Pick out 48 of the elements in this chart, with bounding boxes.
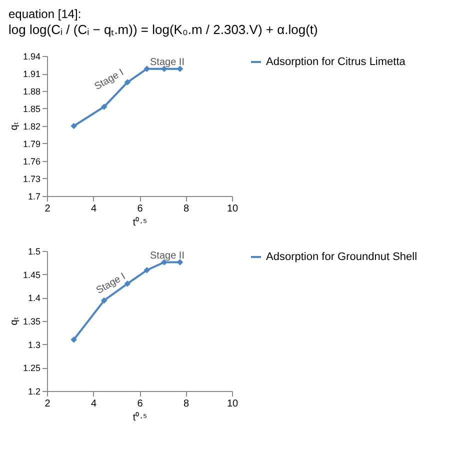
point — [100, 297, 108, 304]
annotation: Stage I — [94, 271, 128, 297]
annotation: Stage II — [150, 56, 184, 68]
x-tick-label: 6 — [137, 398, 144, 410]
y-tick-label: 1.2 — [28, 386, 40, 396]
point — [144, 266, 150, 274]
x-tick-label: 10 — [226, 204, 238, 214]
y-tick-label: 1.4 — [28, 293, 40, 304]
y-axis-title: qₜ — [8, 122, 20, 130]
point — [100, 104, 108, 110]
point — [176, 259, 184, 266]
x-axis-title: t⁰·⁵ — [132, 216, 148, 228]
y-tick-label: 1.5 — [28, 246, 40, 256]
x-tick-label: 6 — [137, 204, 144, 214]
y-tick-label: 1.91 — [22, 69, 40, 79]
y-tick-label: 1.88 — [22, 86, 40, 96]
y-tick-label: 1.35 — [22, 316, 40, 326]
annotation: Stage II — [150, 250, 184, 262]
y-tick-label: 1.76 — [22, 156, 40, 166]
y-tick-label: 1.3 — [28, 340, 40, 350]
x-axis-title: t⁰·⁵ — [132, 412, 148, 424]
legend-label: Adsorption for Citrus Limetta — [266, 56, 406, 68]
y-tick-label: 1.45 — [22, 270, 40, 280]
y-tick-label: 1.94 — [22, 52, 40, 62]
x-tick-label: 8 — [183, 204, 190, 214]
chart-title: equation [14]: — [8, 7, 82, 21]
point — [176, 66, 184, 72]
point — [70, 336, 77, 343]
annotation: Stage I — [92, 67, 126, 93]
x-tick-label: 10 — [226, 398, 238, 410]
y-tick-label: 1.25 — [22, 363, 40, 374]
x-tick-label: 2 — [44, 398, 51, 410]
y-axis-title: qₜ — [8, 316, 20, 326]
x-tick-label: 2 — [44, 204, 51, 214]
legend-label: Adsorption for Groundnut Shell — [266, 251, 418, 263]
x-tick-label: 4 — [90, 398, 97, 410]
x-tick-label: 4 — [90, 204, 97, 214]
chart-subtitle: log log(Cᵢ / (Cᵢ − qₜ.m)) = log(K₀.m / 2.303.V) + α.log(t) — [8, 22, 318, 37]
y-tick-label: 1.7 — [28, 192, 40, 202]
point — [144, 66, 150, 72]
y-tick-label: 1.85 — [22, 104, 40, 114]
point — [124, 280, 131, 287]
x-tick-label: 8 — [183, 398, 190, 410]
point — [70, 122, 77, 130]
y-tick-label: 1.82 — [22, 122, 40, 132]
point — [124, 79, 131, 86]
y-tick-label: 1.79 — [22, 139, 40, 149]
y-tick-label: 1.73 — [22, 174, 40, 184]
